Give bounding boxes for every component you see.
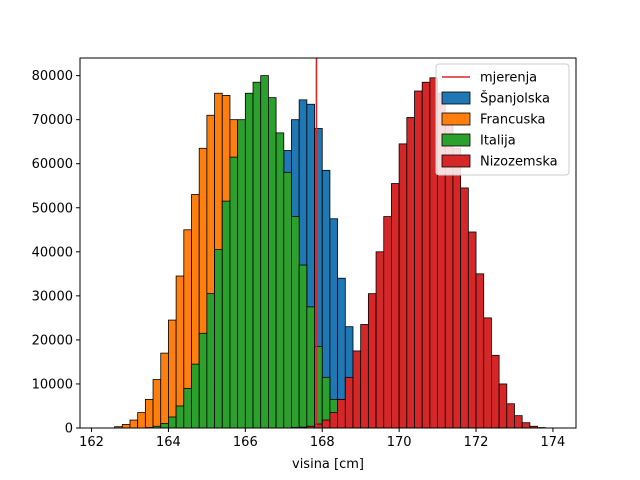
legend-swatch [441, 112, 471, 126]
bar [175, 275, 185, 429]
y-tick-label: 50000 [32, 201, 73, 216]
bar [168, 416, 177, 429]
legend-label: mjerenja [480, 71, 537, 86]
bar [260, 75, 269, 429]
legend-label: Francuska [480, 113, 546, 128]
bar [267, 97, 277, 429]
bar [183, 387, 192, 429]
y-tick-label: 40000 [32, 245, 73, 260]
bar [229, 156, 239, 429]
bar [406, 117, 415, 429]
y-tick-label: 10000 [32, 377, 73, 392]
bar [421, 81, 431, 429]
bar [191, 363, 200, 429]
bar [298, 264, 308, 429]
bar [329, 412, 339, 429]
bar [514, 415, 523, 429]
legend-label: Nizozemska [480, 155, 558, 170]
x-tick-label: 172 [464, 435, 489, 450]
y-tick-label: 70000 [32, 113, 73, 128]
bar [129, 419, 139, 429]
legend-label: Španjolska [480, 91, 550, 107]
y-tick-label: 0 [65, 422, 73, 437]
bar [252, 81, 262, 429]
y-axis-ticks: 0 10000 20000 30000 40000 50000 60000 70000 8000… [32, 69, 80, 437]
y-tick-label: 80000 [32, 69, 73, 84]
legend-swatch [441, 133, 471, 147]
x-tick-label: 174 [541, 435, 566, 450]
y-tick-label: 60000 [32, 157, 73, 172]
bar [452, 147, 462, 429]
bar [214, 249, 223, 429]
bar [244, 92, 254, 429]
bar [460, 187, 469, 429]
bar [391, 183, 400, 429]
bar [144, 398, 154, 429]
bar [498, 383, 508, 429]
bar [383, 216, 392, 429]
bar [275, 132, 285, 429]
bars-layer [114, 75, 546, 429]
bar [506, 403, 515, 429]
bar [160, 352, 169, 429]
legend-swatch [441, 154, 471, 168]
bar [475, 273, 485, 429]
x-tick-label: 168 [310, 435, 335, 450]
bar [152, 379, 162, 429]
bar [198, 332, 208, 429]
y-tick-label: 20000 [32, 333, 73, 348]
x-axis-ticks: 162 164 166 168 170 172 174 [79, 428, 565, 450]
bar [360, 324, 369, 429]
bar [121, 424, 131, 429]
x-tick-label: 162 [79, 435, 104, 450]
bar [491, 354, 500, 429]
legend: mjerenja Španjolska Francuska Italija Nizoze… [435, 63, 570, 176]
legend-label: Italija [480, 134, 516, 149]
bar [367, 293, 377, 429]
bar [329, 218, 339, 429]
bar [206, 293, 215, 429]
bar [521, 422, 531, 429]
bar [168, 319, 177, 429]
bar [221, 200, 231, 429]
x-tick-label: 166 [233, 435, 258, 450]
bar [414, 90, 423, 429]
bar [483, 317, 492, 429]
bar [283, 172, 292, 429]
bar [291, 216, 300, 429]
bar [467, 231, 477, 429]
bar [237, 119, 246, 429]
bar [306, 306, 315, 429]
bar [337, 398, 346, 429]
bar [344, 376, 354, 429]
x-tick-label: 170 [387, 435, 412, 450]
bar [321, 419, 331, 429]
bar [137, 412, 146, 429]
y-tick-label: 30000 [32, 289, 73, 304]
x-tick-label: 164 [156, 435, 181, 450]
x-axis-title: visina [cm] [292, 457, 364, 472]
bar [375, 251, 385, 429]
bar [352, 350, 362, 429]
bar [398, 143, 408, 429]
axes-frame [79, 57, 577, 429]
bar [175, 405, 185, 429]
legend-swatch [441, 91, 471, 105]
bar [160, 423, 169, 429]
